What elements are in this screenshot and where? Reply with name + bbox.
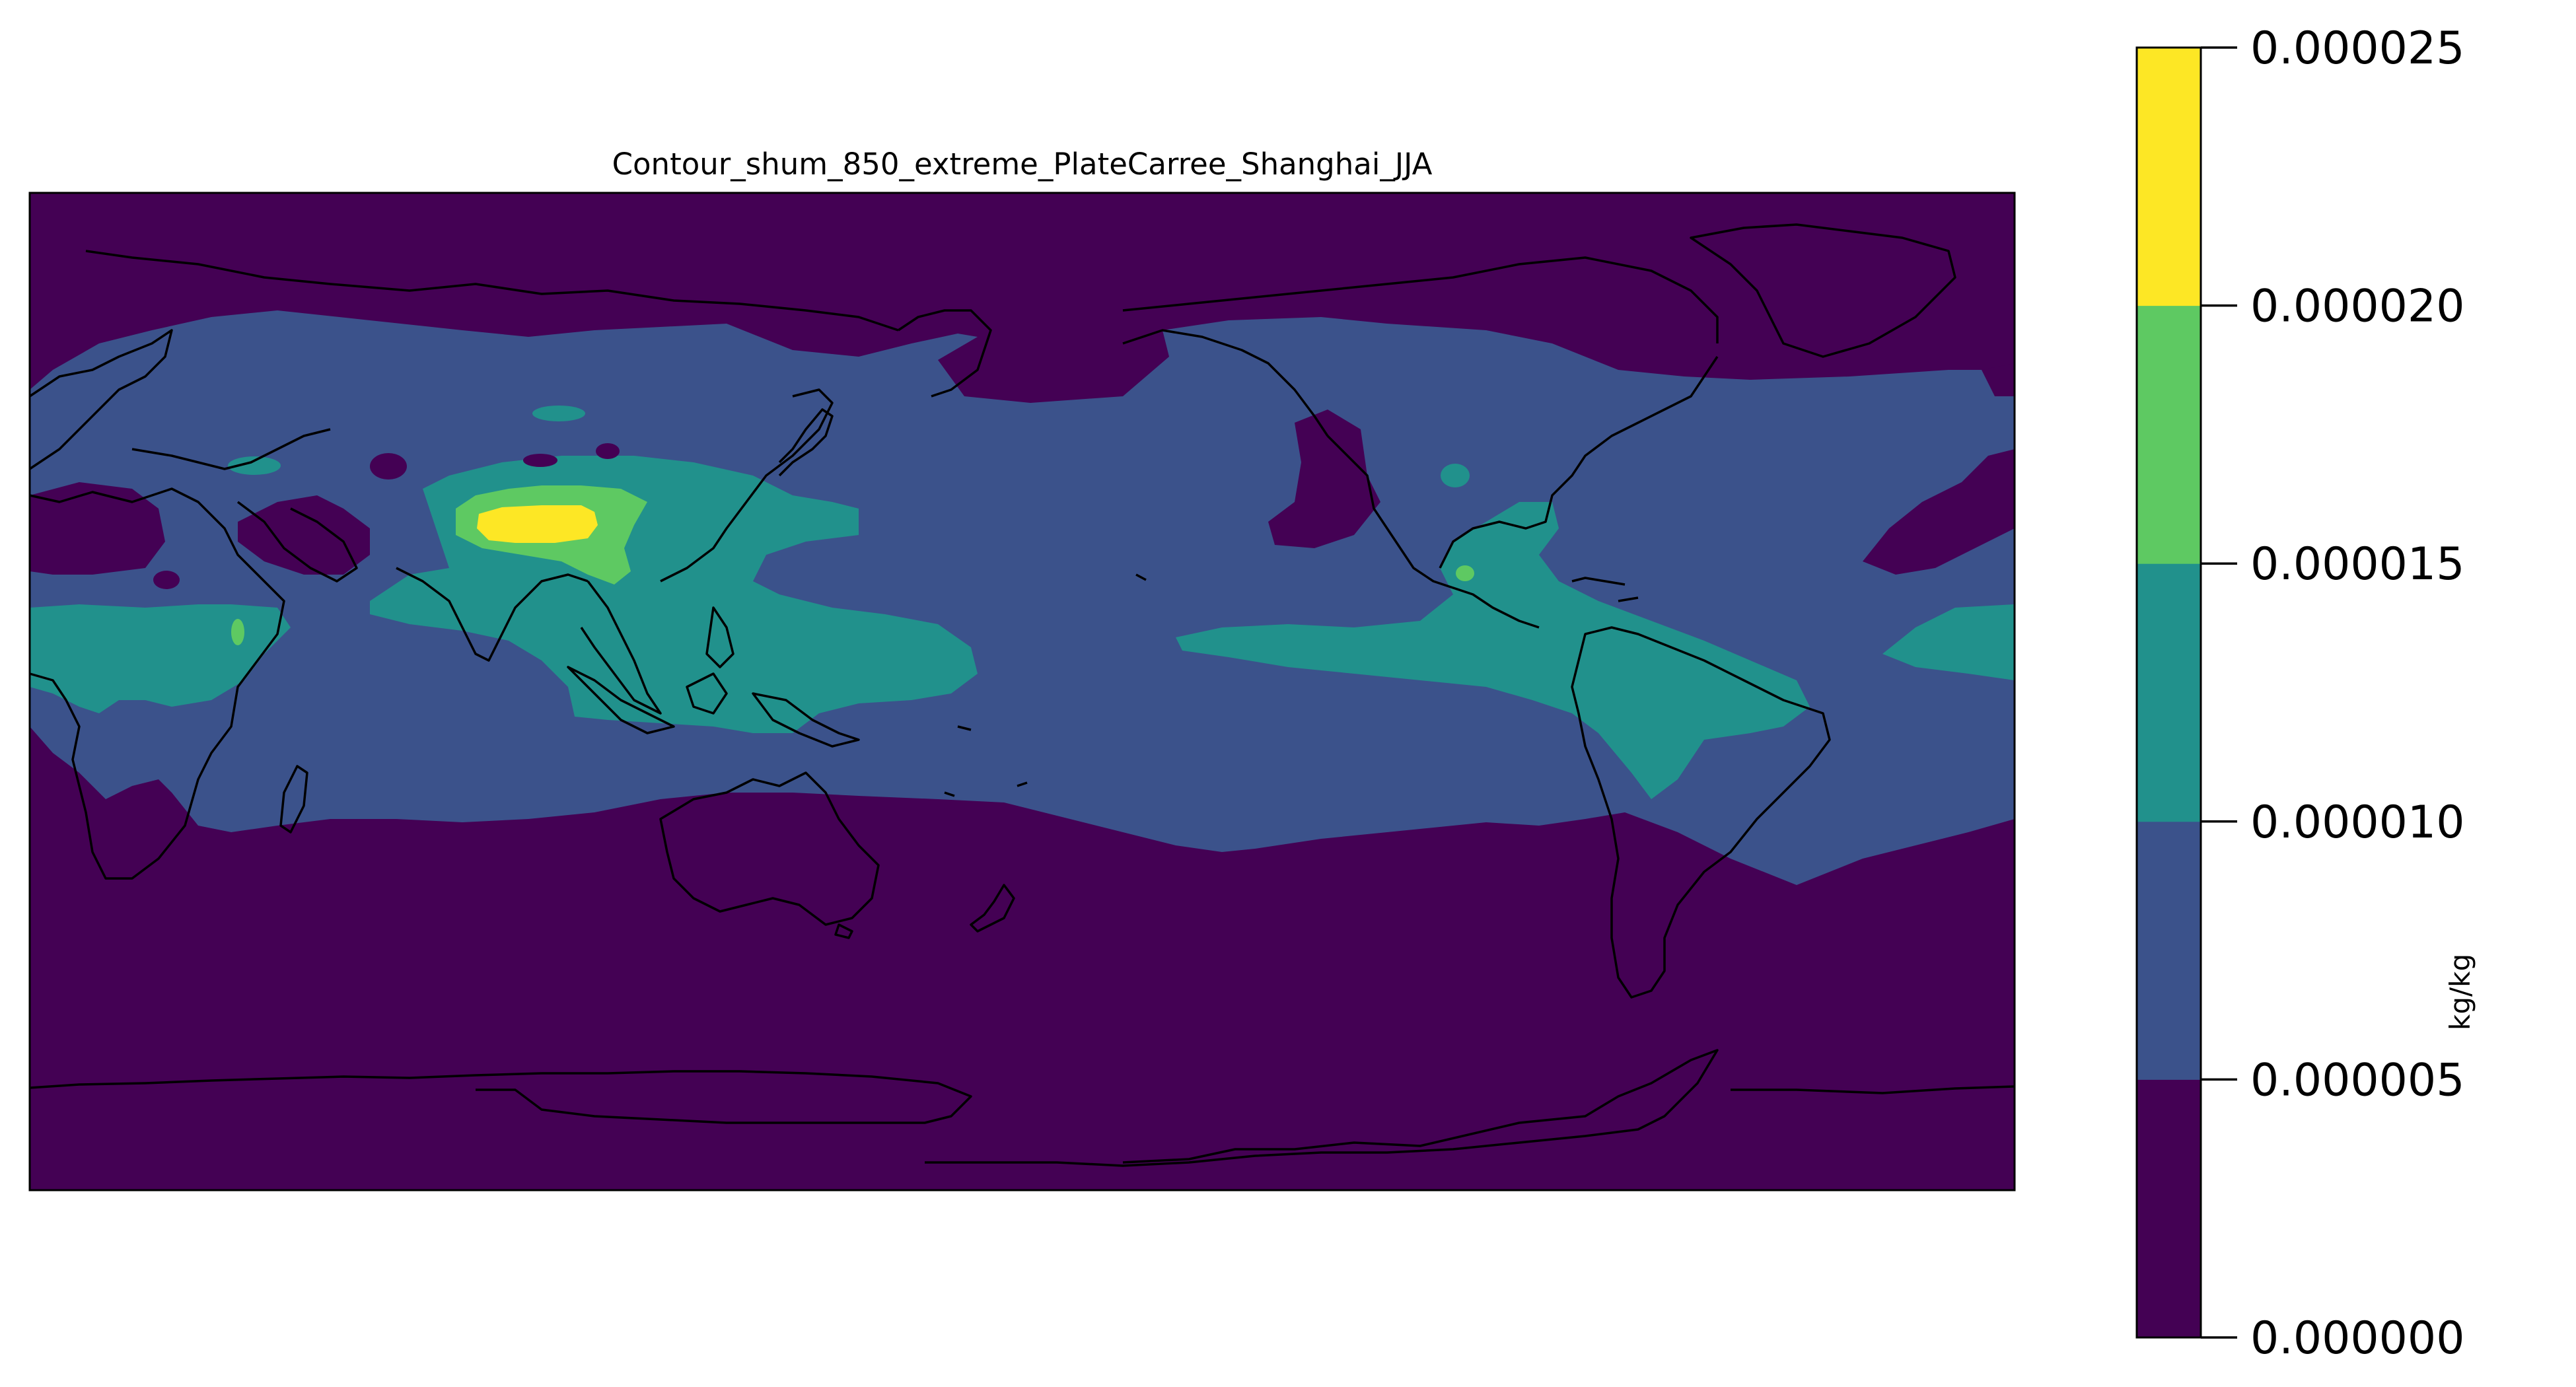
colorbar-segment-3 xyxy=(2137,305,2201,564)
contour-level-2-blob-mideast xyxy=(228,456,281,475)
colorbar-tick-label-1: 0.000005 xyxy=(2250,1054,2464,1106)
contour-level-3-blob-mexico xyxy=(1456,565,1474,581)
coastline-eurasia-north xyxy=(85,250,899,332)
coastline-japan xyxy=(778,408,834,477)
coastline-antarctica xyxy=(29,1049,2015,1167)
coastline-caribbean xyxy=(1571,577,1639,602)
coastline-africa xyxy=(29,487,285,880)
coastline-southeast-asia xyxy=(580,388,834,715)
contour-level-3-blob-africa xyxy=(231,619,244,645)
dry-region-arabia xyxy=(238,495,370,575)
coastline-north-america-east xyxy=(1439,356,1719,569)
coastlines xyxy=(29,223,2015,1167)
coastline-new-zealand xyxy=(970,884,1015,933)
coastline-australia xyxy=(659,771,880,926)
contour-level-2-blob-mexico xyxy=(1441,464,1470,487)
colorbar-frame xyxy=(2135,46,2202,1339)
colorbar-tick-label-4: 0.000020 xyxy=(2250,281,2464,333)
map-frame xyxy=(28,192,2016,1191)
coastline-madagascar xyxy=(279,765,308,834)
contour-level-2-blob-tibet-north xyxy=(532,406,585,421)
colorbar-segment-2 xyxy=(2137,563,2201,822)
coastline-arabia xyxy=(236,501,358,583)
colorbar-segment-1 xyxy=(2137,821,2201,1080)
contour-level-1-band xyxy=(30,310,2015,885)
contour-level-4-tibet xyxy=(477,505,598,543)
coastline-greenland xyxy=(1690,223,1956,358)
colorbar-tick-label-5: 0.000025 xyxy=(2250,22,2464,75)
dry-region-atlantic-south-europe xyxy=(1863,449,2015,575)
dry-region-north-atlantic xyxy=(1982,363,2015,396)
contour-level-2-americas xyxy=(1176,502,1810,799)
colorbar-segment-0 xyxy=(2137,1079,2201,1338)
colorbar-segment-4 xyxy=(2137,48,2201,306)
colorbar: 0.000000 0.000005 0.000010 0.000015 0.000020… xyxy=(2135,22,2464,1365)
dry-region-central-asia xyxy=(523,454,557,467)
coastline-europe xyxy=(29,329,331,470)
coastline-canada xyxy=(1122,256,1719,343)
coastline-indonesia xyxy=(567,606,860,748)
contour-level-2-africa xyxy=(30,604,291,713)
colorbar-tick-label-2: 0.000010 xyxy=(2250,797,2464,849)
dry-region-mongolia xyxy=(596,443,620,459)
coastline-south-america xyxy=(1571,626,1831,999)
dry-region-sahara-west xyxy=(30,482,165,575)
dry-region-africa-small xyxy=(153,571,180,589)
coastline-tasmania xyxy=(834,923,853,939)
colorbar-tick-label-3: 0.000015 xyxy=(2250,538,2464,590)
coastline-north-pacific xyxy=(898,309,1329,437)
coastline-north-america-west xyxy=(1326,435,1540,629)
plot-title: Contour_shum_850_extreme_PlateCarree_Sha… xyxy=(612,147,1433,182)
dry-region-north-america-west xyxy=(1268,409,1380,548)
coastline-pacific-islands xyxy=(944,573,1147,797)
contour-level-2-atlantic xyxy=(1882,604,2015,680)
coastline-india xyxy=(396,567,589,662)
dry-region-iran xyxy=(370,453,407,480)
colorbar-tick-label-0: 0.000000 xyxy=(2250,1312,2464,1365)
